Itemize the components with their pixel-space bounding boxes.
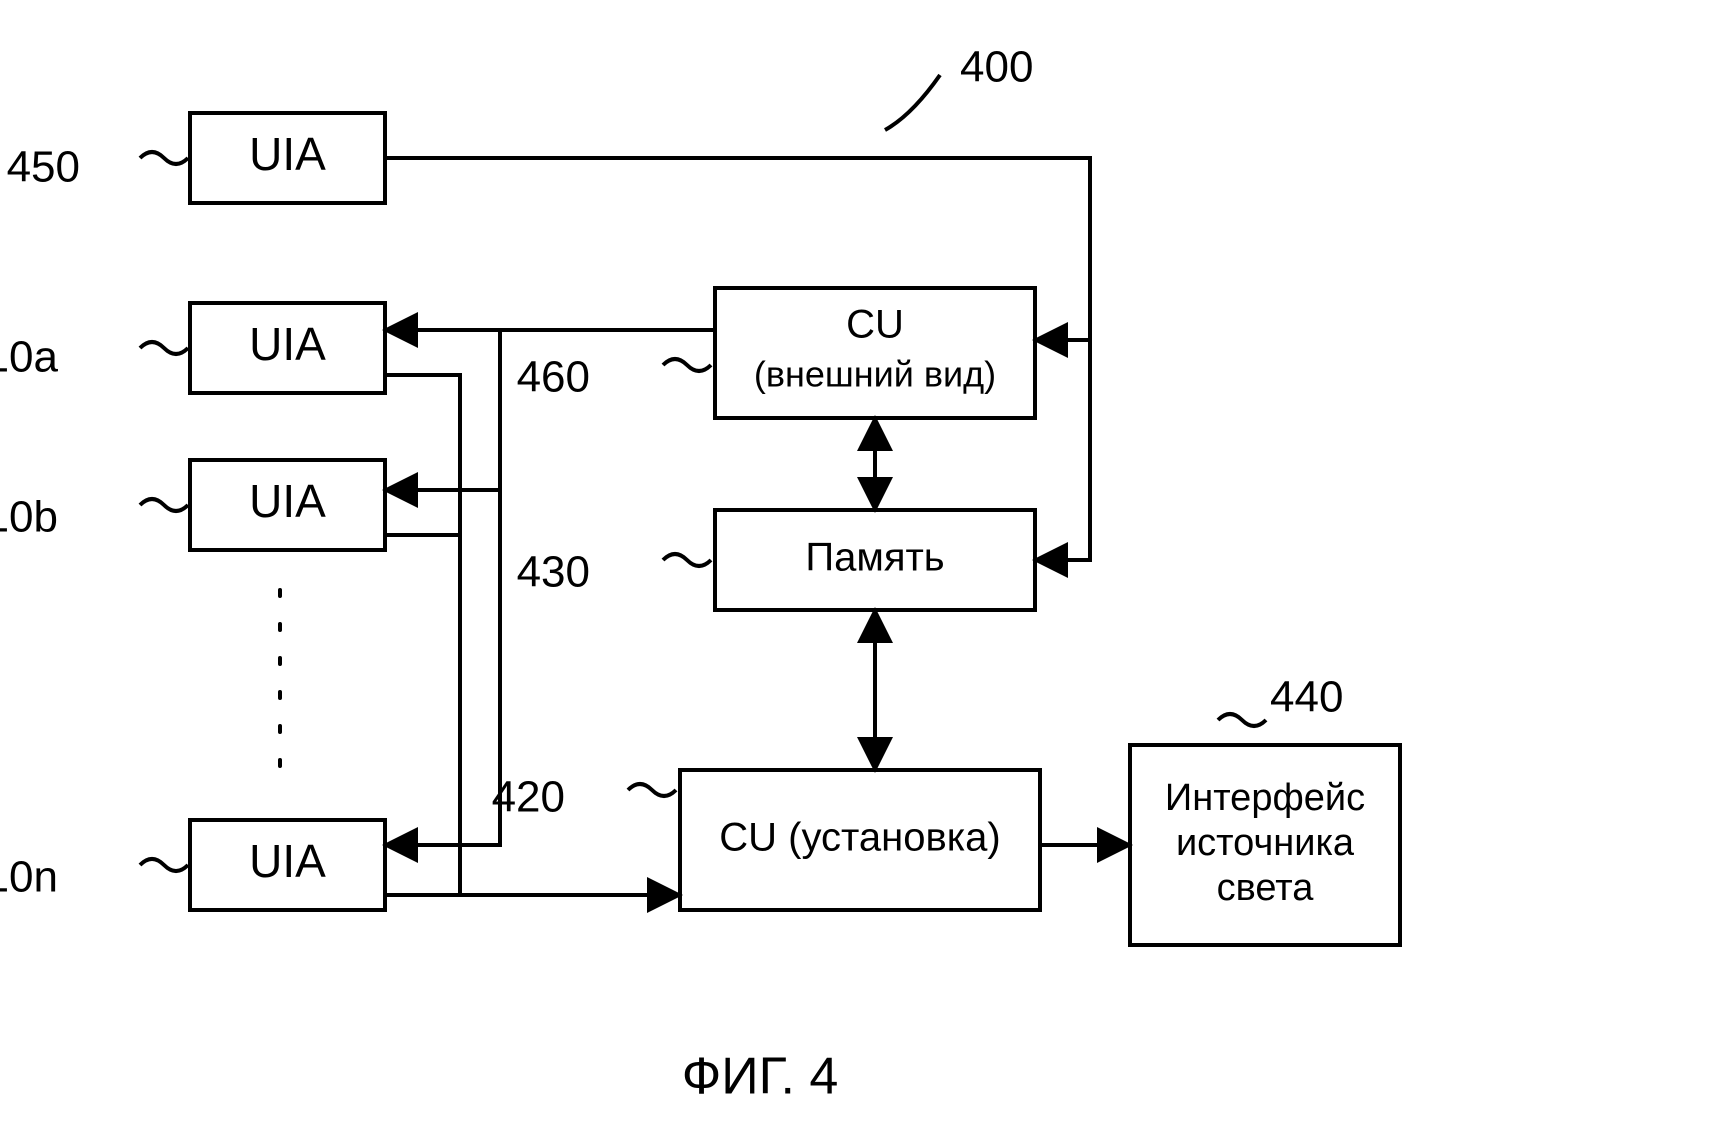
ref-460: 460 [517, 353, 590, 402]
figure-caption: ФИГ. 4 [682, 1048, 839, 1106]
label-uia-410n: UIA [249, 835, 326, 887]
label-cu-460-1: CU [846, 303, 904, 347]
ref-430: 430 [517, 548, 590, 597]
tilde-410b [140, 499, 188, 511]
label-if-440-2: источника [1176, 822, 1355, 864]
edge-460-to-410b [385, 330, 500, 490]
tilde-430 [663, 554, 711, 566]
label-cu-460-2: (внешний вид) [754, 354, 996, 395]
edge-450-to-430 [1035, 340, 1090, 560]
edge-460-to-410n [385, 490, 500, 845]
label-uia-410b: UIA [249, 475, 326, 527]
leader-400 [885, 75, 940, 130]
tilde-410n [140, 859, 188, 871]
ref-420: 420 [492, 773, 565, 822]
tilde-410a [140, 342, 188, 354]
label-uia-450: UIA [249, 128, 326, 180]
ref-410b: 410b [0, 493, 58, 542]
label-uia-410a: UIA [249, 318, 326, 370]
tilde-420 [628, 784, 676, 796]
edge-uia-bus-a [385, 375, 460, 895]
tilde-450 [140, 152, 188, 164]
tilde-440 [1218, 714, 1266, 726]
ref-410n: 410n [0, 853, 58, 902]
label-if-440-3: света [1217, 867, 1315, 909]
label-if-440-1: Интерфейс [1165, 777, 1365, 819]
ref-440: 440 [1270, 673, 1343, 722]
label-mem-430: Память [805, 536, 944, 580]
tilde-460 [663, 359, 711, 371]
ref-450: 450 [7, 143, 80, 192]
label-cu-420: CU (установка) [719, 816, 1000, 860]
ref-400: 400 [960, 43, 1033, 92]
ref-410a: 410a [0, 333, 59, 382]
